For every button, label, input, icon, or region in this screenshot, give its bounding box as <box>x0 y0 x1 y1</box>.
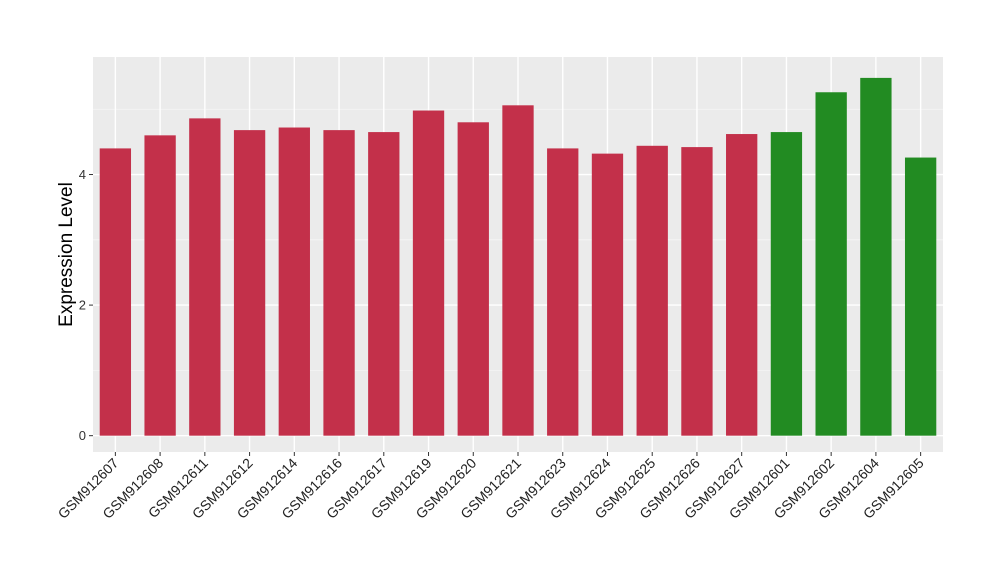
y-tick-label: 4 <box>79 167 86 182</box>
bar-GSM912604 <box>860 77 892 436</box>
bar-GSM912623 <box>547 148 579 436</box>
x-axis: GSM912607GSM912608GSM912611GSM912612GSM9… <box>55 452 927 522</box>
bar-GSM912601 <box>770 132 803 436</box>
bar-GSM912611 <box>189 118 221 436</box>
y-tick-label: 0 <box>79 428 86 443</box>
y-axis-title: Expression Level <box>56 182 77 327</box>
bar-GSM912619 <box>412 110 445 436</box>
bar-GSM912608 <box>144 135 176 436</box>
bar-GSM912617 <box>368 132 400 436</box>
y-axis: 0 2 4 <box>79 167 93 443</box>
bar-GSM912605 <box>904 157 937 436</box>
bar-GSM912627 <box>726 134 758 436</box>
bar-GSM912625 <box>636 145 668 436</box>
bar-GSM912624 <box>591 153 624 436</box>
bars <box>99 77 937 436</box>
y-tick-label: 2 <box>79 298 86 313</box>
bar-GSM912614 <box>278 127 310 436</box>
bar-GSM912602 <box>815 92 847 436</box>
bar-GSM912607 <box>99 148 132 436</box>
bar-GSM912612 <box>233 130 266 436</box>
bar-GSM912616 <box>323 130 355 436</box>
bar-GSM912621 <box>502 105 534 436</box>
bar-GSM912620 <box>457 122 489 436</box>
bar-GSM912626 <box>681 147 713 436</box>
